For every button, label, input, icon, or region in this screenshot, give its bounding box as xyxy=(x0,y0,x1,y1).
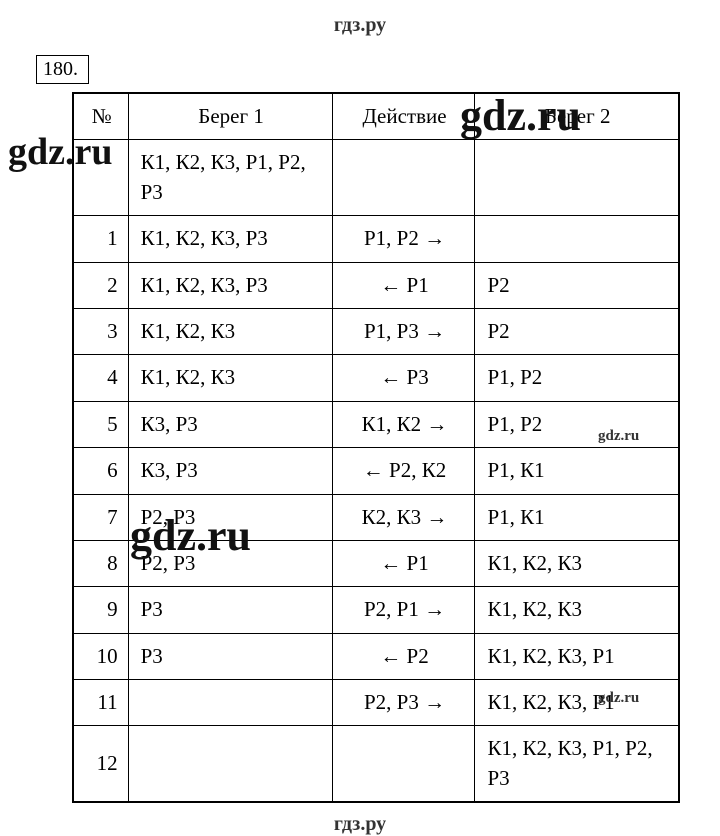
header-shore1: Берег 1 xyxy=(128,93,332,140)
cell-num: 3 xyxy=(73,308,128,354)
cell-num xyxy=(73,140,128,216)
cell-shore1: К3, Р3 xyxy=(128,401,332,447)
cell-num: 6 xyxy=(73,448,128,494)
header-num: № xyxy=(73,93,128,140)
header-action: Действие xyxy=(332,93,475,140)
cell-shore1: К1, К2, К3, Р3 xyxy=(128,216,332,262)
cell-shore2: К1, К2, К3, Р1 xyxy=(475,633,679,679)
cell-shore1: К3, Р3 xyxy=(128,448,332,494)
cell-num: 10 xyxy=(73,633,128,679)
cell-shore1 xyxy=(128,680,332,726)
table-row: 3К1, К2, К3Р1, Р3 →Р2 xyxy=(73,308,679,354)
cell-shore1: Р3 xyxy=(128,587,332,633)
cell-num: 2 xyxy=(73,262,128,308)
table-row: 10Р3← Р2К1, К2, К3, Р1 xyxy=(73,633,679,679)
table-header-row: № Берег 1 Действие Берег 2 xyxy=(73,93,679,140)
cell-action xyxy=(332,726,475,802)
cell-shore2: Р1, Р2 xyxy=(475,401,679,447)
cell-num: 9 xyxy=(73,587,128,633)
table-row: 11 Р2, Р3 →К1, К2, К3, Р1 xyxy=(73,680,679,726)
table-row: 8Р2, Р3← Р1К1, К2, К3 xyxy=(73,540,679,586)
cell-shore2: Р1, К1 xyxy=(475,494,679,540)
cell-shore2: Р1, Р2 xyxy=(475,355,679,401)
cell-shore1: К1, К2, К3 xyxy=(128,308,332,354)
cell-shore2 xyxy=(475,216,679,262)
cell-action: ← Р1 xyxy=(332,540,475,586)
cell-shore2: Р2 xyxy=(475,262,679,308)
cell-shore2: К1, К2, К3, Р1 xyxy=(475,680,679,726)
footer-brand: гдз.ру xyxy=(0,803,720,836)
cell-action: Р1, Р2 → xyxy=(332,216,475,262)
cell-shore2: К1, К2, К3 xyxy=(475,587,679,633)
cell-shore1: К1, К2, К3, Р1, Р2, Р3 xyxy=(128,140,332,216)
table-row: 4К1, К2, К3← Р3Р1, Р2 xyxy=(73,355,679,401)
cell-num: 4 xyxy=(73,355,128,401)
cell-shore2: К1, К2, К3 xyxy=(475,540,679,586)
cell-action: Р2, Р1 → xyxy=(332,587,475,633)
table-row: 6К3, Р3← Р2, К2Р1, К1 xyxy=(73,448,679,494)
cell-action: К1, К2 → xyxy=(332,401,475,447)
cell-action: ← Р3 xyxy=(332,355,475,401)
table-row: К1, К2, К3, Р1, Р2, Р3 xyxy=(73,140,679,216)
cell-shore1: Р2, Р3 xyxy=(128,540,332,586)
cell-action: Р1, Р3 → xyxy=(332,308,475,354)
cell-num: 1 xyxy=(73,216,128,262)
header-brand: гдз.ру xyxy=(0,0,720,55)
cell-shore2: К1, К2, К3, Р1, Р2, Р3 xyxy=(475,726,679,802)
cell-shore1: К1, К2, К3, Р3 xyxy=(128,262,332,308)
cell-num: 11 xyxy=(73,680,128,726)
problem-badge: 180. xyxy=(36,55,89,84)
table-row: 9Р3Р2, Р1 →К1, К2, К3 xyxy=(73,587,679,633)
cell-shore2: Р2 xyxy=(475,308,679,354)
cell-action: К2, К3 → xyxy=(332,494,475,540)
cell-shore1 xyxy=(128,726,332,802)
cell-shore1: Р3 xyxy=(128,633,332,679)
table-row: 12 К1, К2, К3, Р1, Р2, Р3 xyxy=(73,726,679,802)
cell-shore2: Р1, К1 xyxy=(475,448,679,494)
table-row: 1К1, К2, К3, Р3Р1, Р2 → xyxy=(73,216,679,262)
table-row: 7Р2, Р3К2, К3 →Р1, К1 xyxy=(73,494,679,540)
cell-action: ← Р2, К2 xyxy=(332,448,475,494)
solution-table: № Берег 1 Действие Берег 2 К1, К2, К3, Р… xyxy=(72,92,680,803)
cell-shore2 xyxy=(475,140,679,216)
cell-action: ← Р1 xyxy=(332,262,475,308)
cell-num: 8 xyxy=(73,540,128,586)
cell-shore1: К1, К2, К3 xyxy=(128,355,332,401)
table-body: К1, К2, К3, Р1, Р2, Р31К1, К2, К3, Р3Р1,… xyxy=(73,140,679,802)
table-row: 2К1, К2, К3, Р3← Р1Р2 xyxy=(73,262,679,308)
header-shore2: Берег 2 xyxy=(475,93,679,140)
cell-num: 5 xyxy=(73,401,128,447)
cell-num: 7 xyxy=(73,494,128,540)
cell-action: ← Р2 xyxy=(332,633,475,679)
solution-table-wrapper: № Берег 1 Действие Берег 2 К1, К2, К3, Р… xyxy=(0,92,720,803)
table-row: 5К3, Р3К1, К2 →Р1, Р2 xyxy=(73,401,679,447)
cell-action: Р2, Р3 → xyxy=(332,680,475,726)
cell-num: 12 xyxy=(73,726,128,802)
cell-action xyxy=(332,140,475,216)
cell-shore1: Р2, Р3 xyxy=(128,494,332,540)
